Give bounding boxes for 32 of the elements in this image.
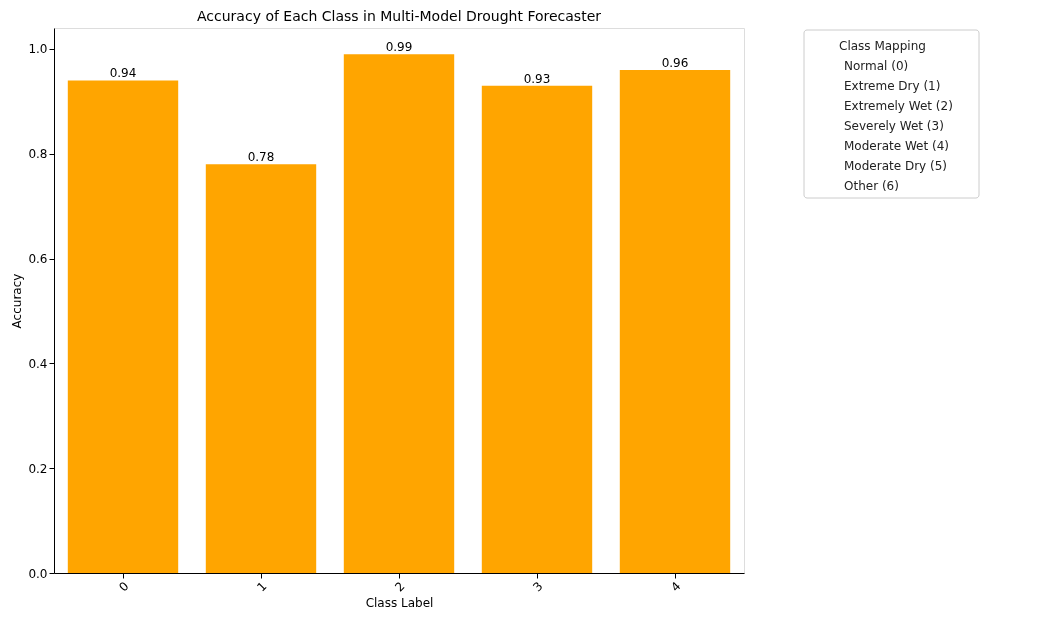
bar	[205, 164, 317, 573]
x-tick-label: 2	[392, 579, 408, 595]
x-tick-label: 1	[254, 579, 270, 595]
text: Normal (0)	[844, 59, 909, 73]
data-label: 0.99	[385, 40, 413, 55]
data-label: 0.94	[109, 66, 137, 81]
text: Moderate Dry (5)	[844, 159, 947, 173]
text: Extremely Wet (2)	[844, 99, 953, 113]
y-tick-label: 1.0	[28, 42, 48, 57]
bar	[343, 54, 455, 573]
chart-title: Accuracy of Each Class in Multi-Model Drought Forecaster	[197, 8, 602, 24]
y-tick-label: 0.0	[28, 566, 48, 581]
y-tick-label: 0.8	[28, 147, 48, 162]
bar	[619, 69, 731, 573]
text: Moderate Wet (4)	[844, 139, 949, 153]
bar	[481, 85, 593, 573]
text: Extreme Dry (1)	[844, 79, 941, 93]
x-tick-label: 4	[668, 579, 684, 595]
data-label: 0.93	[523, 71, 551, 86]
legend-title: Class Mapping	[839, 39, 926, 53]
y-axis-title: Accuracy	[10, 273, 25, 329]
x-axis-title: Class Label	[365, 595, 434, 610]
data-label: 0.96	[661, 55, 689, 70]
y-tick-label: 0.2	[28, 461, 48, 476]
y-tick-label: 0.6	[28, 252, 48, 267]
bar	[67, 80, 179, 573]
x-tick-label: 0	[116, 579, 132, 595]
x-tick-label: 3	[530, 579, 546, 595]
data-label: 0.78	[247, 150, 275, 165]
text: Severely Wet (3)	[844, 119, 944, 133]
y-tick-label: 0.4	[28, 356, 48, 371]
text: Other (6)	[844, 179, 899, 193]
